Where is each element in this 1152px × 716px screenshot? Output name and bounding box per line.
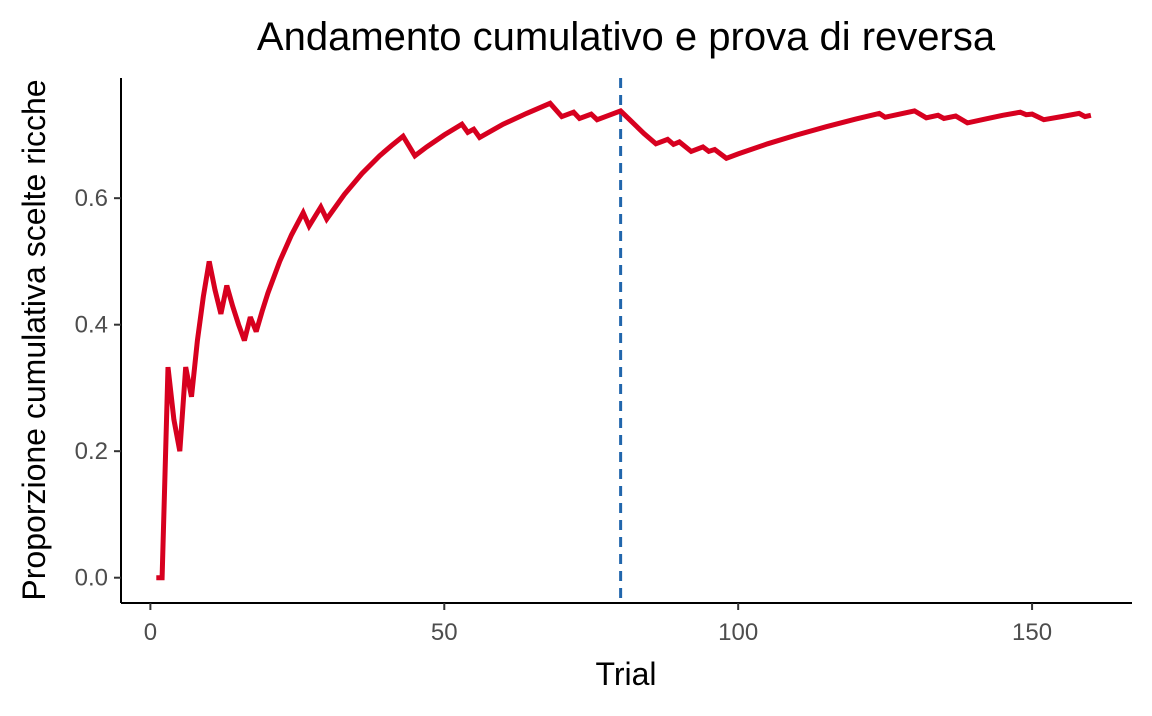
y-tick-label: 0.4: [75, 312, 108, 339]
y-axis-label: Proporzione cumulativa scelte ricche: [16, 79, 52, 600]
x-tick-label: 100: [718, 619, 758, 646]
x-axis-label: Trial: [595, 656, 656, 692]
ticks-layer: 0 50 100 150 0.0 0.2 0.4 0.6: [75, 185, 1052, 646]
chart-title: Andamento cumulativo e prova di reversa: [257, 15, 996, 59]
x-tick-label: 50: [431, 619, 458, 646]
series-line: [156, 100, 1092, 581]
marks-layer: [156, 78, 1092, 603]
y-tick-label: 0.6: [75, 185, 108, 212]
x-tick-label: 150: [1012, 619, 1052, 646]
x-tick-label: 0: [144, 619, 157, 646]
y-tick-label: 0.2: [75, 438, 108, 465]
y-tick-label: 0.0: [75, 565, 108, 592]
